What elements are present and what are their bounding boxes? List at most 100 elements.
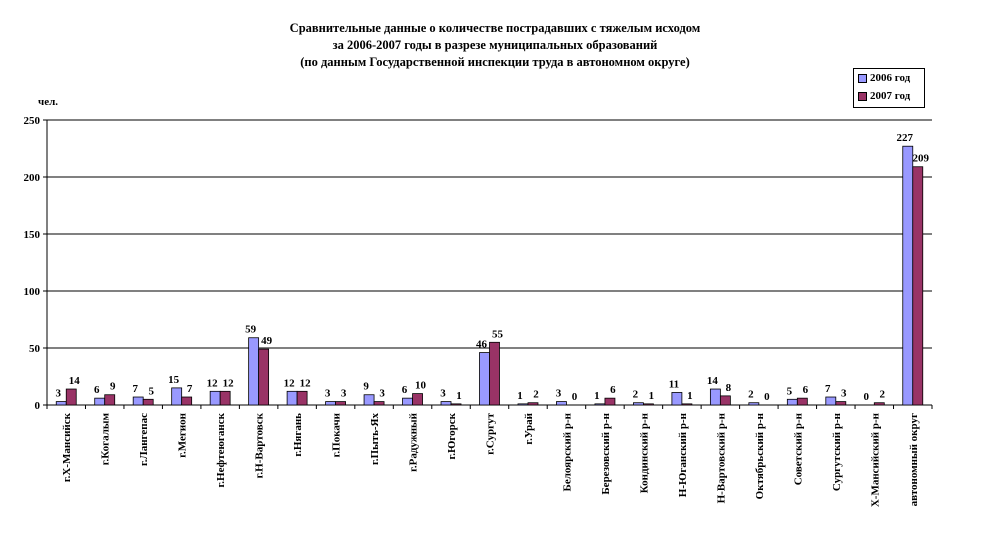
bar-2007-4	[219, 390, 231, 406]
y-tick-label-250: 250	[24, 115, 41, 127]
bar-2006-17	[709, 388, 721, 406]
bar-2007-21	[873, 402, 885, 406]
bar-2006-7	[325, 401, 336, 406]
data-label-2006-6: 12	[284, 377, 296, 389]
bar-2007-8	[373, 401, 385, 406]
x-category-label-2: г.Лангепас	[138, 413, 150, 466]
chart-title-line-3: (по данным Государственной инспекции тру…	[300, 55, 690, 69]
chart-title: Сравнительные данные о количестве постра…	[150, 20, 840, 71]
bar-2007-19	[796, 397, 808, 406]
bar-2007-9	[412, 393, 423, 406]
bar-2006-4	[209, 390, 221, 406]
x-category-label-5: г.Н-Вартовск	[254, 412, 266, 478]
x-category-label-13: Белоярский р-н	[561, 412, 573, 491]
chart-legend: 2006 год 2007 год	[853, 68, 925, 108]
data-label-2007-9: 10	[415, 380, 427, 392]
data-label-2006-9: 6	[402, 384, 408, 396]
data-label-2006-0: 3	[55, 388, 61, 400]
data-label-2007-2: 5	[148, 385, 154, 397]
bar-2007-10	[450, 403, 462, 406]
data-label-2007-11: 55	[492, 328, 504, 340]
data-label-2007-10: 1	[456, 390, 462, 402]
data-label-2006-18: 2	[748, 389, 754, 401]
y-tick-label-0: 0	[35, 400, 41, 412]
legend-swatch-2007	[858, 91, 867, 101]
bar-2007-5	[258, 348, 270, 406]
bar-2007-6	[296, 390, 308, 406]
data-label-2007-14: 6	[610, 384, 616, 396]
data-label-2007-12: 2	[533, 389, 539, 401]
bar-2006-8	[363, 394, 375, 406]
data-label-2006-22: 227	[897, 132, 914, 144]
x-category-label-1: г.Когалым	[100, 412, 112, 465]
bar-2007-1	[104, 394, 116, 406]
x-category-label-21: Х-Мансийский р-н	[869, 412, 881, 507]
x-category-label-7: г.Покачи	[331, 412, 343, 457]
data-label-2007-18: 0	[764, 391, 770, 403]
data-label-2006-1: 6	[94, 384, 100, 396]
bar-2006-19	[786, 398, 798, 406]
data-label-2007-22: 209	[913, 153, 930, 165]
y-axis-unit-label: чел.	[38, 96, 59, 108]
bar-2007-16	[681, 403, 693, 406]
bar-2006-5	[248, 337, 260, 406]
x-category-label-11: г.Сургут	[485, 412, 497, 454]
data-label-2006-3: 15	[168, 374, 180, 386]
data-label-2007-13: 0	[572, 391, 578, 403]
x-category-label-6: г.Нягань	[292, 413, 304, 457]
data-label-2007-0: 14	[69, 375, 81, 387]
x-category-label-9: г.Радужный	[408, 412, 420, 472]
data-label-2006-2: 7	[132, 383, 138, 395]
data-label-2006-19: 5	[787, 385, 793, 397]
data-label-2007-1: 9	[110, 381, 116, 393]
bar-2007-7	[335, 401, 346, 406]
x-category-label-8: г.Пыть-Ях	[369, 413, 381, 465]
data-label-2006-7: 3	[325, 388, 331, 400]
data-label-2007-7: 3	[341, 388, 347, 400]
chart-title-line-2: за 2006-2007 годы в разрезе муниципальны…	[332, 38, 658, 52]
data-label-2006-4: 12	[207, 377, 219, 389]
y-tick-label-150: 150	[24, 229, 41, 241]
bar-2006-20	[825, 396, 837, 406]
data-label-2006-20: 7	[825, 383, 831, 395]
bar-2006-13	[556, 401, 567, 406]
data-label-2006-10: 3	[440, 388, 446, 400]
bar-2006-0	[55, 401, 67, 406]
data-label-2006-15: 2	[633, 389, 639, 401]
bar-2006-2	[132, 396, 144, 406]
bar-2007-11	[489, 341, 500, 406]
x-category-label-22: автономный округ	[908, 413, 920, 506]
data-label-2007-4: 12	[223, 377, 235, 389]
data-label-2007-21: 2	[880, 389, 886, 401]
x-category-label-4: г.Нефтеюганск	[215, 412, 227, 487]
bar-2007-2	[142, 398, 154, 406]
data-label-2006-11: 46	[476, 339, 488, 351]
data-label-2006-14: 1	[594, 390, 600, 402]
bar-2006-6	[286, 390, 298, 406]
x-category-label-0: г.Х-Мансийск	[61, 412, 73, 482]
data-label-2006-21: 0	[864, 391, 870, 403]
data-label-2006-5: 59	[245, 324, 257, 336]
x-category-label-12: г.Урай	[523, 412, 535, 444]
bar-2006-9	[402, 397, 413, 406]
legend-label-2007: 2007 год	[870, 90, 911, 102]
bar-2006-12	[517, 403, 529, 406]
data-label-2006-8: 9	[363, 381, 369, 393]
y-tick-label-100: 100	[24, 286, 41, 298]
bar-2006-22	[902, 145, 914, 406]
data-label-2007-17: 8	[726, 382, 732, 394]
bar-2007-17	[719, 395, 731, 406]
data-label-2007-20: 3	[841, 388, 847, 400]
x-category-label-10: г.Югорск	[446, 412, 458, 459]
x-category-label-18: Октябрьский р-н	[754, 412, 766, 499]
data-label-2007-8: 3	[379, 388, 385, 400]
x-category-label-14: Березовский р-н	[600, 412, 612, 494]
data-label-2007-5: 49	[261, 335, 273, 347]
data-label-2007-19: 6	[803, 384, 809, 396]
bar-2006-14	[594, 403, 606, 406]
x-category-label-3: г.Мегион	[177, 412, 189, 457]
bar-2007-0	[65, 388, 77, 406]
data-label-2006-12: 1	[517, 390, 523, 402]
bar-2006-16	[671, 392, 683, 406]
